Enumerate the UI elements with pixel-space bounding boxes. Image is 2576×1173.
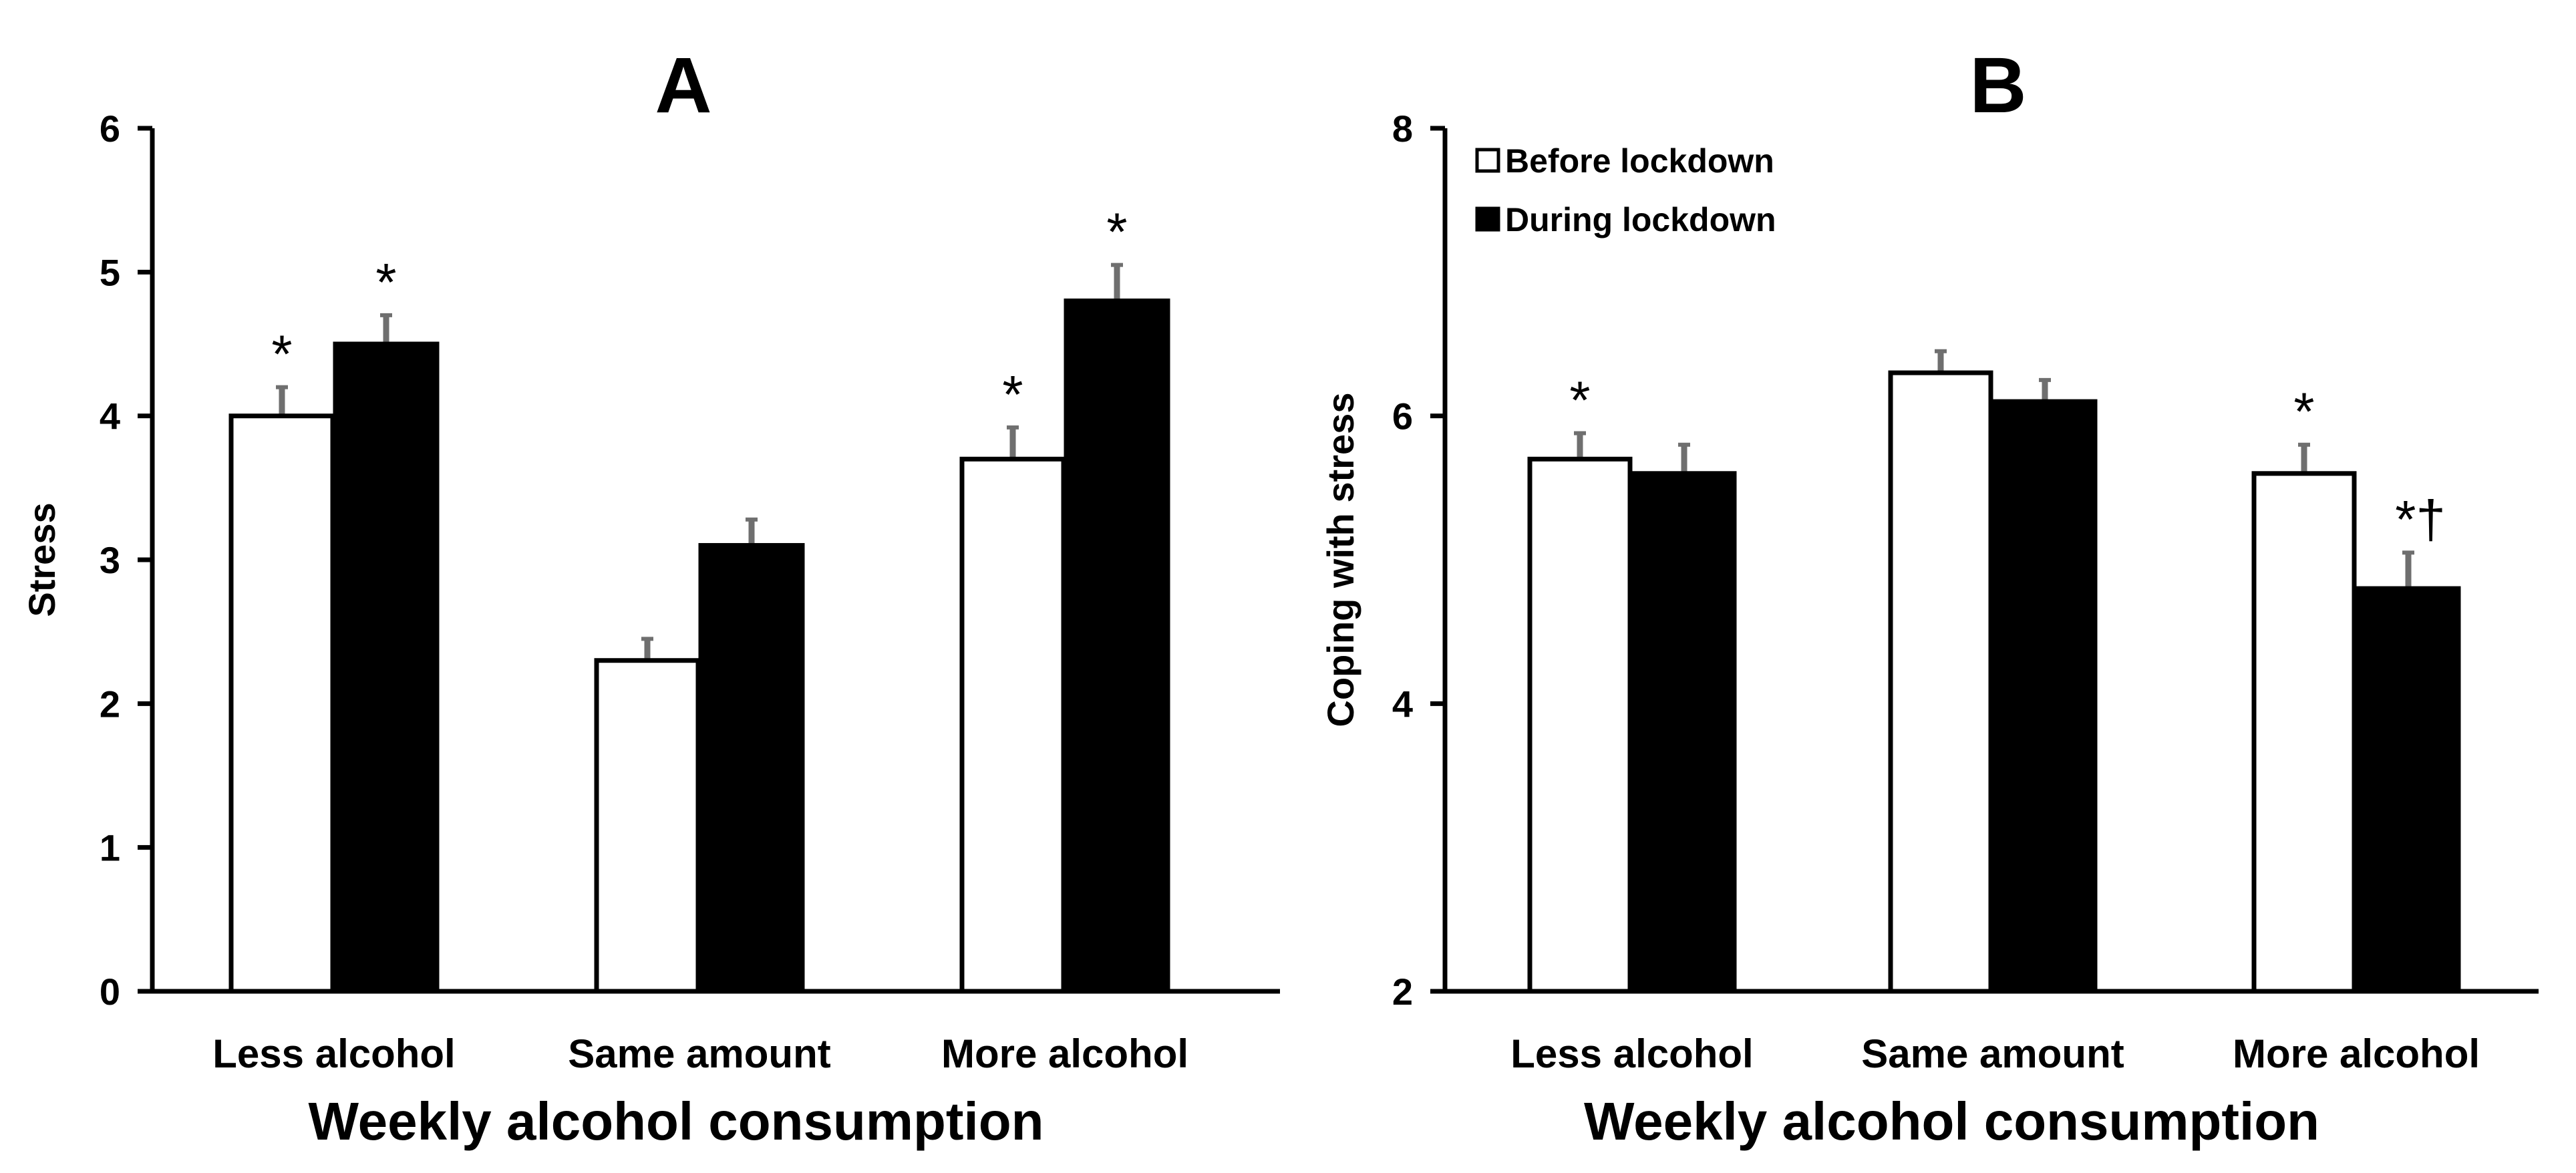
x-category-label: Less alcohol — [1510, 1031, 1753, 1076]
y-tick-label: 3 — [100, 539, 120, 581]
significance-marker: * — [271, 325, 292, 384]
bar-before-lockdown — [959, 456, 1066, 994]
bar-before-lockdown — [1888, 370, 1993, 994]
y-tick-label: 1 — [100, 827, 120, 869]
significance-marker: * — [1002, 365, 1023, 424]
significance-marker: * — [375, 253, 396, 312]
bar-before-lockdown — [2251, 471, 2357, 994]
y-tick-label: 6 — [1392, 395, 1413, 438]
bar-during-lockdown — [1631, 471, 1737, 994]
bar-before-lockdown — [228, 413, 335, 994]
chart-panel-b: B 2 4 6 8 Coping with stress Weekly alcohol co… — [1319, 41, 2539, 1151]
panel-title: B — [1969, 41, 2026, 130]
y-axis-title: Coping with stress — [1319, 393, 1361, 727]
chart-panel-a: A 0 1 2 3 4 5 6 Stress Weekly alcohol consumption… — [21, 41, 1280, 1151]
y-tick-label: 2 — [1392, 971, 1413, 1013]
x-category-label: Same amount — [1861, 1031, 2124, 1076]
bar-during-lockdown — [2356, 586, 2461, 994]
bar-before-lockdown — [594, 658, 701, 994]
x-category-label: Same amount — [568, 1031, 830, 1076]
significance-marker: * — [1106, 202, 1127, 262]
legend-swatch-during-lockdown — [1475, 206, 1500, 232]
significance-marker: * — [1569, 371, 1590, 430]
bar-before-lockdown — [1527, 456, 1633, 994]
legend-label: During lockdown — [1505, 201, 1776, 238]
y-tick-label: 2 — [100, 683, 120, 725]
x-axis-title: Weekly alcohol consumption — [1584, 1092, 2319, 1151]
panel-title: A — [655, 41, 711, 130]
y-tick-label: 8 — [1392, 108, 1413, 150]
significance-marker: * — [2293, 382, 2314, 442]
bar-during-lockdown — [333, 341, 440, 994]
y-tick-label: 6 — [100, 108, 120, 150]
x-category-label: More alcohol — [2233, 1031, 2480, 1076]
x-category-label: Less alcohol — [212, 1031, 455, 1076]
y-tick-label: 5 — [100, 251, 120, 293]
significance-marker: *† — [2395, 490, 2446, 549]
bar-during-lockdown — [1064, 298, 1170, 994]
bar-during-lockdown — [698, 542, 805, 994]
legend-swatch-before-lockdown — [1475, 148, 1500, 173]
y-tick-label: 4 — [1392, 683, 1413, 725]
y-tick-label: 4 — [100, 395, 120, 438]
legend-label: Before lockdown — [1505, 142, 1774, 180]
x-category-label: More alcohol — [941, 1031, 1188, 1076]
bar-during-lockdown — [1992, 399, 2098, 994]
x-axis-title: Weekly alcohol consumption — [309, 1092, 1044, 1151]
y-axis-title: Stress — [21, 502, 63, 617]
y-tick-label: 0 — [100, 971, 120, 1013]
legend: Before lockdown During lockdown — [1475, 142, 1776, 238]
